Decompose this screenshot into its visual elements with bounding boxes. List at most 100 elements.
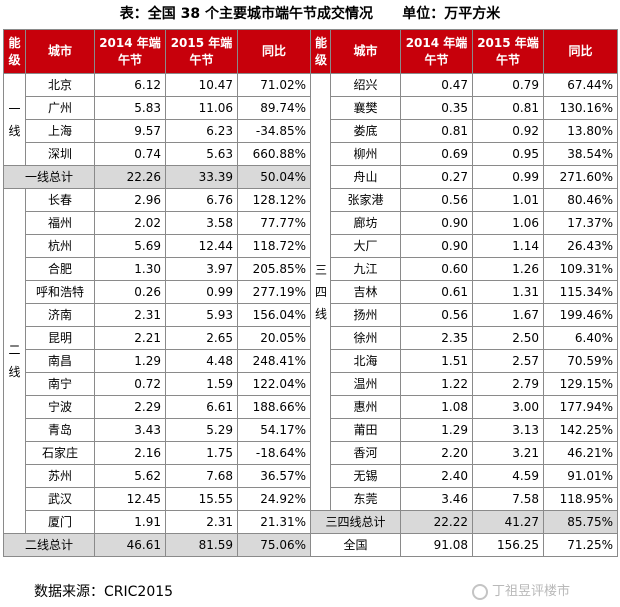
city-cell: 莆田 xyxy=(330,418,401,442)
yoy-cell: 115.34% xyxy=(543,280,618,304)
table-row: 二线总计 46.61 81.59 75.06% 全国 91.08 156.25 71.25% xyxy=(3,533,618,557)
value-2015-cell: 3.00 xyxy=(472,395,544,419)
value-2015-cell: 3.21 xyxy=(472,441,544,465)
city-cell: 廊坊 xyxy=(330,211,401,235)
value-2015-cell: 0.99 xyxy=(165,280,238,304)
value-2014-cell: 2.20 xyxy=(400,441,473,465)
city-cell: 福州 xyxy=(25,211,95,235)
value-2015-cell: 7.68 xyxy=(165,464,238,488)
value-2015-cell: 0.99 xyxy=(472,165,544,189)
yoy-cell: 89.74% xyxy=(237,96,311,120)
value-2014-cell: 0.72 xyxy=(94,372,166,396)
city-cell: 深圳 xyxy=(25,142,95,166)
value-2014-cell: 1.08 xyxy=(400,395,473,419)
national-yoy: 71.25% xyxy=(543,533,618,557)
city-cell: 南宁 xyxy=(25,372,95,396)
header-yoy: 同比 xyxy=(543,29,618,74)
national-2015: 156.25 xyxy=(472,533,544,557)
yoy-cell: 77.77% xyxy=(237,211,311,235)
yoy-cell: 21.31% xyxy=(237,510,311,534)
city-cell: 上海 xyxy=(25,119,95,143)
national-2014: 91.08 xyxy=(400,533,473,557)
tier-label: 三四线 xyxy=(310,73,331,511)
table-row: 深圳 0.74 5.63 660.88% 柳州 0.69 0.95 38.54% xyxy=(4,142,618,166)
value-2015-cell: 1.01 xyxy=(472,188,544,212)
table-row: 一线北京 6.12 10.47 71.02% 三四线绍兴 0.47 0.79 67.44% xyxy=(3,73,618,511)
value-2015-cell: 12.44 xyxy=(165,234,238,258)
yoy-cell: 122.04% xyxy=(237,372,311,396)
table-row: 青岛 3.43 5.29 54.17% 莆田 1.29 3.13 142.25% xyxy=(4,418,618,442)
city-cell: 香河 xyxy=(330,441,401,465)
value-2014-cell: 1.22 xyxy=(400,372,473,396)
table-row: 石家庄 2.16 1.75 -18.64% 香河 2.20 3.21 46.21% xyxy=(4,441,618,465)
value-2014-cell: 0.35 xyxy=(400,96,473,120)
value-2015-cell: 7.58 xyxy=(472,487,544,511)
value-2015-cell: 4.59 xyxy=(472,464,544,488)
value-2014-cell: 0.90 xyxy=(400,211,473,235)
city-cell: 济南 xyxy=(25,303,95,327)
total-2014: 22.26 xyxy=(94,165,166,189)
header-tier: 能级 xyxy=(310,29,331,74)
city-cell: 柳州 xyxy=(330,142,401,166)
yoy-cell: 6.40% xyxy=(543,326,618,350)
yoy-cell: 177.94% xyxy=(543,395,618,419)
city-cell: 北海 xyxy=(330,349,401,373)
value-2014-cell: 1.29 xyxy=(94,349,166,373)
city-cell: 合肥 xyxy=(25,257,95,281)
total-label: 三四线总计 xyxy=(310,510,401,534)
yoy-cell: 205.85% xyxy=(237,257,311,281)
value-2014-cell: 0.27 xyxy=(400,165,473,189)
yoy-cell: 46.21% xyxy=(543,441,618,465)
value-2015-cell: 10.47 xyxy=(165,73,238,97)
value-2015-cell: 3.13 xyxy=(472,418,544,442)
value-2014-cell: 0.61 xyxy=(400,280,473,304)
yoy-cell: 130.16% xyxy=(543,96,618,120)
value-2015-cell: 5.93 xyxy=(165,303,238,327)
value-2014-cell: 2.31 xyxy=(94,303,166,327)
city-cell: 北京 xyxy=(25,73,95,97)
header-y2014: 2014 年端午节 xyxy=(400,29,473,74)
yoy-cell: 13.80% xyxy=(543,119,618,143)
header-row: 能级 城市 2014 年端午节 2015 年端午节 同比 能级 城市 2014 年端午节 201… xyxy=(3,29,618,74)
table-row: 广州 5.83 11.06 89.74% 襄樊 0.35 0.81 130.16% xyxy=(4,96,618,120)
city-cell: 武汉 xyxy=(25,487,95,511)
value-2015-cell: 1.26 xyxy=(472,257,544,281)
yoy-cell: 248.41% xyxy=(237,349,311,373)
value-2015-cell: 1.59 xyxy=(165,372,238,396)
city-cell: 东莞 xyxy=(330,487,401,511)
city-cell: 青岛 xyxy=(25,418,95,442)
value-2014-cell: 2.29 xyxy=(94,395,166,419)
value-2014-cell: 3.43 xyxy=(94,418,166,442)
city-cell: 南昌 xyxy=(25,349,95,373)
yoy-cell: 118.72% xyxy=(237,234,311,258)
yoy-cell: 109.31% xyxy=(543,257,618,281)
city-cell: 无锡 xyxy=(330,464,401,488)
city-cell: 广州 xyxy=(25,96,95,120)
yoy-cell: 80.46% xyxy=(543,188,618,212)
city-cell: 苏州 xyxy=(25,464,95,488)
table-row: 武汉 12.45 15.55 24.92% 东莞 3.46 7.58 118.95% xyxy=(4,487,618,511)
value-2015-cell: 1.06 xyxy=(472,211,544,235)
table-row: 一线总计 22.26 33.39 50.04% 舟山 0.27 0.99 271.60% xyxy=(3,165,618,189)
yoy-cell: 38.54% xyxy=(543,142,618,166)
city-cell: 襄樊 xyxy=(330,96,401,120)
value-2014-cell: 5.83 xyxy=(94,96,166,120)
city-cell: 吉林 xyxy=(330,280,401,304)
header-y2015: 2015 年端午节 xyxy=(472,29,544,74)
value-2014-cell: 0.74 xyxy=(94,142,166,166)
value-2014-cell: 2.96 xyxy=(94,188,166,212)
total-2014: 22.22 xyxy=(400,510,473,534)
value-2014-cell: 12.45 xyxy=(94,487,166,511)
header-y2014: 2014 年端午节 xyxy=(94,29,166,74)
value-2015-cell: 2.79 xyxy=(472,372,544,396)
yoy-cell: 54.17% xyxy=(237,418,311,442)
yoy-cell: 128.12% xyxy=(237,188,311,212)
value-2015-cell: 5.29 xyxy=(165,418,238,442)
value-2014-cell: 0.47 xyxy=(400,73,473,97)
city-cell: 扬州 xyxy=(330,303,401,327)
total-label: 一线总计 xyxy=(3,165,95,189)
city-cell: 宁波 xyxy=(25,395,95,419)
value-2015-cell: 6.23 xyxy=(165,119,238,143)
data-source: 数据来源：CRIC2015 xyxy=(34,584,174,600)
total-2015: 33.39 xyxy=(165,165,238,189)
